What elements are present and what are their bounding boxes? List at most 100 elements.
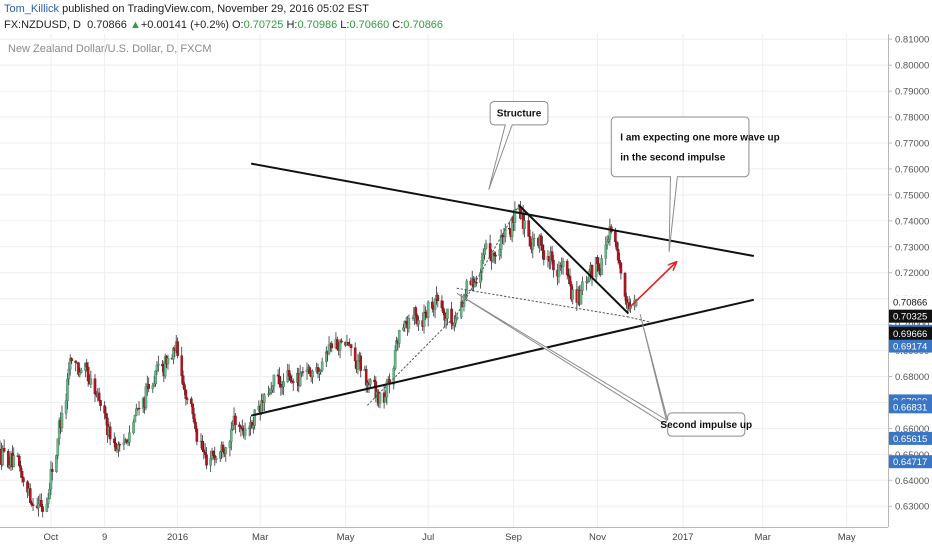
downswing-line[interactable]: [518, 204, 629, 314]
candle-body: [426, 301, 430, 318]
structure-callout[interactable]: Structure: [488, 100, 549, 190]
candle-body: [112, 438, 116, 444]
wave-callout[interactable]: I am expecting one more wave up in the se…: [610, 116, 780, 253]
candle-body: [568, 276, 572, 285]
candle-body: [93, 378, 97, 395]
candle-body: [289, 376, 292, 381]
candle-body: [393, 350, 397, 369]
candle-body: [66, 378, 69, 402]
candle-body: [184, 389, 188, 399]
candle-body: [132, 421, 135, 433]
candle-body: [349, 344, 353, 349]
candle-body: [22, 477, 25, 482]
candle-body: [195, 428, 199, 442]
candle-body: [384, 396, 387, 403]
swing-dotted-2[interactable]: [456, 204, 520, 315]
candle-body: [623, 272, 627, 297]
candle-body: [20, 471, 24, 478]
swing-dotted-3[interactable]: [456, 287, 629, 318]
projection-arrow[interactable]: [629, 262, 676, 308]
candle-body: [433, 298, 437, 310]
candle-body: [99, 400, 102, 406]
candle-body: [55, 455, 58, 472]
price-axis[interactable]: 0.81000 0.80000 0.79000 0.78000 0.77000 0.760…: [888, 35, 932, 513]
high-value: 0.70986: [297, 19, 338, 31]
candle-body: [203, 451, 207, 455]
wave-callout-box: [610, 116, 750, 178]
candle-body: [605, 241, 609, 246]
candle-body: [539, 235, 543, 245]
y-tick-label: 0.79000: [895, 87, 929, 98]
candle-body: [243, 428, 247, 436]
candle-body: [465, 280, 469, 295]
candle-body: [269, 390, 273, 393]
candle-body: [353, 347, 357, 362]
candle-body: [85, 362, 89, 368]
y-tick-label: 0.64000: [895, 476, 929, 487]
impulse-callout-seam: [666, 420, 670, 426]
candle-body: [41, 506, 44, 512]
author-link[interactable]: Tom_Killick: [4, 3, 60, 15]
candle-body: [308, 367, 312, 374]
x-tick-label: 9: [102, 532, 107, 543]
x-tick-label: Mar: [755, 532, 771, 543]
price-label-bg: [889, 431, 932, 445]
candle-body: [532, 237, 536, 240]
candle-body: [192, 413, 196, 423]
candle-body: [385, 381, 389, 398]
swing-dotted-1[interactable]: [367, 313, 458, 406]
close-label: C:: [392, 19, 404, 31]
candle-body: [166, 357, 170, 365]
candle-body: [392, 368, 396, 385]
candle-body: [414, 307, 418, 316]
candle-body: [97, 392, 101, 401]
impulse-callout-text: Second impulse up: [660, 420, 752, 431]
x-tick-label: Mar: [252, 532, 268, 543]
candle-body: [155, 364, 159, 372]
candle-body: [498, 249, 502, 256]
candle-body: [298, 373, 302, 386]
candle-body: [202, 449, 206, 453]
time-axis[interactable]: Oct 9 2016 Mar May Jul Sep Nov 2017 Mar May: [44, 532, 856, 543]
candle-body: [147, 383, 150, 389]
y-tick-label: 0.81000: [895, 35, 929, 46]
price-label-bg: [889, 400, 932, 414]
lower-trendline[interactable]: [250, 298, 755, 417]
candle-body: [221, 444, 225, 453]
x-tick-label: Jul: [422, 532, 434, 543]
candle-body: [440, 300, 444, 309]
x-tick-label: May: [337, 532, 355, 543]
candle-body: [373, 379, 376, 382]
x-tick-label: 2016: [167, 532, 188, 543]
y-tick-label: 0.78000: [895, 113, 929, 124]
candle-body: [74, 360, 78, 364]
candle-body: [407, 318, 411, 329]
y-tick-label: 0.75000: [895, 190, 929, 201]
x-tick-label: May: [838, 532, 856, 543]
candle-body: [397, 329, 401, 344]
structure-callout-text: Structure: [497, 109, 542, 120]
candle-body: [103, 405, 106, 414]
swing-dotted-4[interactable]: [627, 316, 651, 323]
impulse-callout[interactable]: Second impulse up: [456, 293, 752, 437]
candle-body: [231, 425, 234, 430]
candle-body: [31, 504, 35, 506]
candle-body: [417, 320, 420, 325]
drawings: [250, 162, 755, 417]
candle-body: [488, 243, 492, 258]
candle-body: [238, 424, 241, 427]
candle-body: [17, 456, 21, 466]
chart-title: New Zealand Dollar/U.S. Dollar, D, FXCM: [8, 43, 212, 55]
candle-body: [402, 327, 405, 331]
price-label-bg: [889, 309, 932, 323]
candle-body: [513, 208, 517, 223]
candle-body: [60, 413, 64, 429]
price-label: 0.70325: [893, 312, 927, 323]
candle-body: [327, 344, 331, 354]
candle-body: [484, 243, 488, 250]
candle-body: [430, 301, 434, 309]
candle-body: [330, 343, 334, 349]
candle-body: [46, 498, 50, 505]
